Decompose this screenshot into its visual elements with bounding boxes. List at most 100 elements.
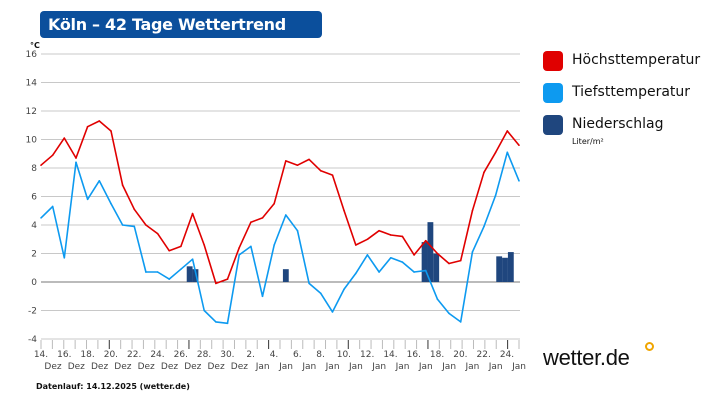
min-temp-point [366, 254, 369, 256]
min-temp-point [331, 311, 334, 313]
x-tick-day: 22. [127, 350, 141, 360]
min-temp-point [191, 258, 194, 261]
precipitation-bar [186, 266, 193, 282]
max-temp-point [250, 221, 252, 223]
max-temp-point [168, 249, 171, 252]
max-temp-point [40, 164, 42, 166]
min-temp-point [133, 225, 136, 228]
max-temp-point [483, 171, 485, 174]
x-tick-month: Jan [301, 362, 316, 372]
x-tick-day: 16. [407, 350, 421, 360]
min-temp-point [448, 312, 450, 315]
max-temp-point [63, 137, 66, 139]
max-temp-point [424, 239, 427, 242]
max-temp-point [494, 151, 497, 154]
min-temp-point [180, 268, 182, 270]
legend-label: Tiefsttemperatur [572, 84, 691, 100]
max-temp-point [378, 229, 380, 232]
y-axis-unit: °C [30, 41, 40, 50]
min-temp-point [494, 194, 497, 196]
min-temp-point [226, 322, 229, 325]
y-tick-label: 4 [31, 221, 37, 231]
max-temp-point [343, 209, 345, 212]
min-temp-point [483, 225, 485, 228]
min-temp-point [296, 229, 299, 232]
min-temp-point [308, 282, 310, 285]
x-tick-day: 30. [220, 350, 234, 360]
min-temp-point [401, 261, 404, 263]
max-temp-point [121, 184, 124, 186]
precipitation-bar [421, 242, 428, 282]
precipitation-bar [496, 256, 503, 282]
x-tick-day: 4. [270, 350, 279, 360]
max-temp-point [226, 278, 229, 280]
x-tick-month: Jan [255, 362, 270, 372]
x-tick-day: 26. [174, 350, 188, 360]
x-tick-month: Jan [511, 362, 526, 372]
legend-swatch-blue [543, 83, 563, 103]
min-temp-point [261, 295, 264, 298]
precipitation-bar [192, 269, 199, 282]
x-tick-month: Jan [488, 362, 503, 372]
x-tick-month: Jan [371, 362, 386, 372]
min-temp-point [203, 309, 206, 312]
max-temp-point [133, 208, 136, 211]
min-temp-point [145, 271, 147, 273]
min-temp-point [285, 214, 287, 216]
min-temp-point [215, 321, 217, 323]
max-temp-point [518, 144, 520, 146]
x-tick-month: Dez [138, 362, 155, 372]
x-tick-day: 20. [104, 350, 118, 360]
max-temp-point [401, 235, 404, 238]
min-temp-point [436, 298, 439, 300]
precipitation-bar [282, 269, 289, 282]
min-temp-point [168, 278, 171, 280]
precipitation-bar [502, 257, 508, 282]
max-temp-point [51, 154, 54, 156]
logo-dot-icon [645, 342, 654, 351]
x-tick-day: 28. [197, 350, 211, 360]
legend-swatch-navy [543, 115, 563, 135]
x-tick-month: Jan [348, 362, 363, 372]
max-temp-point [203, 244, 206, 246]
min-temp-point [51, 205, 54, 208]
x-tick-day: 2. [246, 350, 255, 360]
min-temp-point [86, 198, 89, 201]
x-tick-day: 20. [453, 350, 467, 360]
min-temp-point [98, 180, 101, 182]
min-temp-point [506, 151, 509, 154]
max-temp-point [110, 130, 112, 132]
x-tick-day: 6. [293, 350, 302, 360]
max-temp-point [285, 160, 287, 162]
max-temp-point [180, 245, 182, 248]
min-temp-point [238, 254, 240, 256]
max-temp-point [366, 238, 369, 241]
x-tick-day: 18. [80, 350, 94, 360]
max-temp-point [86, 125, 89, 128]
max-temp-point [389, 234, 392, 236]
precipitation-bar [433, 253, 440, 282]
max-temp-point [261, 217, 264, 219]
x-tick-month: Dez [68, 362, 85, 372]
max-temp-point [308, 158, 310, 161]
y-tick-label: 10 [26, 136, 38, 146]
x-tick-day: 10. [337, 350, 351, 360]
min-temp-point [378, 271, 380, 273]
x-tick-day: 8. [316, 350, 325, 360]
x-tick-month: Jan [418, 362, 433, 372]
max-temp-point [238, 247, 240, 249]
max-temp-point [436, 252, 439, 255]
x-tick-month: Dez [207, 362, 224, 372]
max-temp-point [471, 209, 474, 212]
y-tick-label: 0 [31, 278, 37, 288]
wetter-de-logo: wetter.de [543, 345, 630, 370]
min-temp-point [63, 256, 66, 259]
max-temp-point [320, 170, 322, 172]
x-tick-month: Dez [44, 362, 61, 372]
min-temp-point [273, 244, 275, 246]
y-tick-label: 6 [31, 193, 37, 203]
max-temp-line [40, 120, 520, 285]
min-temp-point [413, 271, 415, 273]
min-temp-point [471, 251, 474, 253]
y-tick-label: -2 [28, 307, 37, 317]
